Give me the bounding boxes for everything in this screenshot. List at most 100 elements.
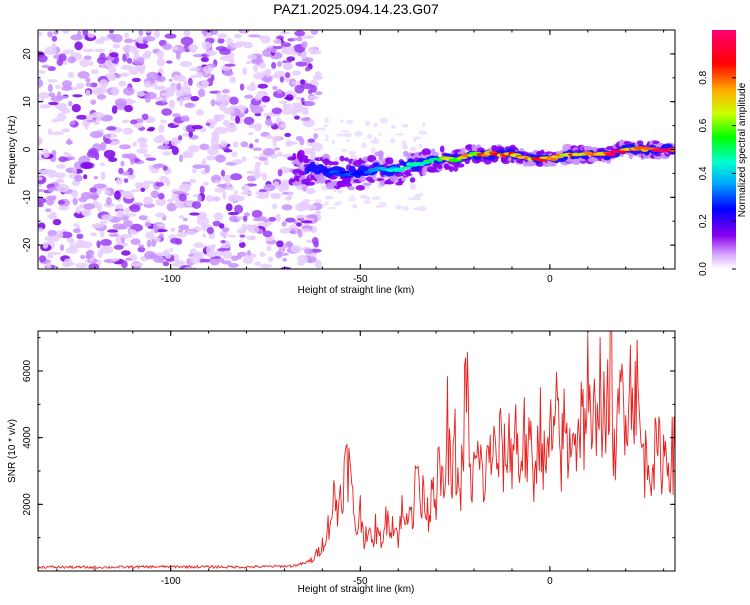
noise-blob	[272, 85, 278, 91]
noise-blob	[100, 171, 106, 180]
noise-blob	[263, 218, 269, 223]
noise-blob	[295, 96, 302, 100]
noise-blob	[178, 215, 185, 219]
track-halo	[409, 177, 416, 183]
noise-blob	[296, 36, 303, 42]
noise-blob	[260, 35, 271, 44]
noise-blob	[115, 73, 122, 79]
noise-blob	[62, 49, 75, 55]
noise-blob	[395, 205, 403, 210]
noise-blob	[300, 220, 313, 224]
noise-blob	[153, 135, 166, 144]
noise-blob	[180, 61, 193, 68]
noise-blob	[247, 54, 257, 60]
noise-blob	[199, 185, 205, 194]
noise-blob	[144, 30, 153, 33]
noise-blob	[228, 215, 239, 223]
noise-blob	[292, 92, 297, 98]
noise-blob	[171, 138, 178, 147]
noise-blob	[265, 118, 272, 127]
noise-blob	[106, 134, 111, 138]
noise-blob	[144, 50, 152, 57]
noise-blob	[110, 258, 120, 262]
noise-blob	[57, 103, 68, 112]
noise-blob	[246, 250, 251, 256]
noise-blob	[284, 132, 292, 138]
noise-blob	[280, 42, 292, 47]
noise-blob	[285, 94, 294, 101]
noise-blob	[91, 223, 104, 229]
noise-blob	[155, 75, 166, 83]
noise-blob	[350, 195, 355, 198]
noise-blob	[72, 167, 77, 175]
noise-blob	[163, 139, 170, 145]
noise-blob	[222, 191, 227, 200]
noise-blob	[162, 165, 168, 171]
noise-blob	[170, 237, 181, 244]
noise-blob	[61, 85, 73, 91]
noise-blob	[219, 48, 231, 55]
noise-blob	[136, 148, 148, 154]
noise-blob	[122, 219, 133, 228]
noise-blob	[179, 97, 184, 107]
noise-blob	[297, 255, 309, 263]
noise-blob	[314, 71, 322, 78]
noise-blob	[121, 119, 130, 124]
noise-blob	[215, 154, 227, 163]
noise-blob	[242, 256, 254, 265]
noise-blob	[188, 131, 193, 138]
noise-blob	[302, 186, 307, 192]
noise-blob	[182, 183, 192, 187]
noise-blob	[307, 138, 316, 143]
noise-blob	[210, 99, 216, 107]
noise-blob	[220, 140, 228, 147]
noise-blob	[143, 153, 152, 158]
noise-blob	[214, 180, 221, 184]
colorbar-label: Normalized spectral amplitude	[737, 82, 748, 217]
noise-blob	[87, 33, 95, 38]
noise-blob	[122, 44, 135, 52]
noise-blob	[155, 182, 165, 187]
noise-blob	[262, 148, 275, 156]
noise-blob	[100, 141, 107, 151]
noise-blob	[268, 216, 277, 222]
noise-blob	[175, 50, 181, 60]
noise-blob	[143, 80, 151, 88]
snr-xtick-label: -50	[353, 576, 368, 587]
noise-blob	[124, 105, 133, 113]
noise-blob	[279, 228, 291, 234]
noise-blob	[132, 141, 138, 147]
noise-blob	[39, 104, 52, 109]
noise-blob	[96, 240, 101, 249]
noise-blob	[94, 48, 106, 53]
noise-blob	[100, 229, 105, 238]
noise-blob	[304, 248, 313, 255]
noise-blob	[293, 37, 298, 41]
noise-blob	[222, 227, 230, 233]
noise-blob	[230, 255, 239, 261]
noise-blob	[188, 145, 200, 153]
noise-blob	[56, 164, 66, 169]
snr-plot-area	[38, 331, 675, 571]
noise-blob	[166, 60, 173, 64]
noise-blob	[227, 211, 239, 216]
noise-blob	[44, 51, 56, 55]
noise-blob	[191, 168, 197, 174]
noise-blob	[82, 30, 88, 36]
noise-blob	[45, 262, 52, 269]
noise-blob	[155, 197, 167, 207]
noise-blob	[72, 94, 83, 98]
noise-blob	[100, 114, 113, 122]
noise-blob	[243, 215, 248, 222]
noise-blob	[130, 156, 135, 165]
noise-blob	[182, 217, 188, 222]
noise-blob	[112, 43, 121, 49]
noise-blob	[59, 244, 65, 252]
noise-blob	[230, 42, 242, 49]
noise-blob	[67, 71, 75, 79]
noise-blob	[130, 189, 140, 193]
noise-blob	[183, 30, 191, 37]
noise-blob	[199, 143, 210, 150]
noise-blob	[226, 37, 233, 45]
